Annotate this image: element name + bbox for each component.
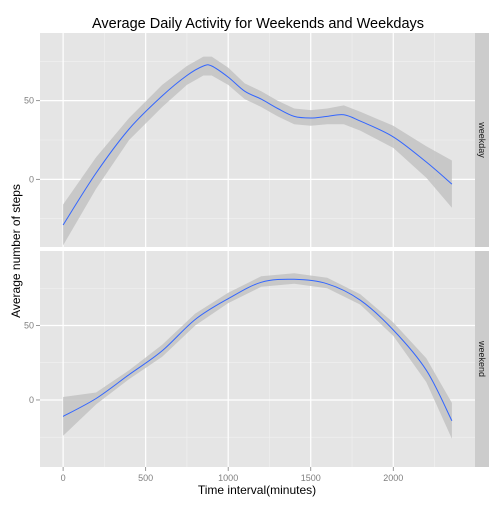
x-tick-label: 0 — [61, 473, 66, 483]
x-tick-label: 1500 — [301, 473, 321, 483]
y-tick-label: 0 — [29, 395, 34, 405]
x-tick-label: 2000 — [383, 473, 403, 483]
y-axis-title: Average number of steps — [9, 184, 23, 318]
x-axis-title: Time interval(minutes) — [198, 483, 316, 497]
facet-panel-weekday: 0 50 weekday — [24, 33, 489, 247]
y-tick-label: 50 — [24, 320, 34, 330]
y-tick-label: 50 — [24, 96, 34, 106]
facet-strip — [475, 33, 489, 247]
series-line-weekend — [62, 278, 453, 422]
confidence-band-weekday — [63, 56, 452, 246]
series-line-weekday — [62, 64, 453, 226]
x-tick-label: 1000 — [218, 473, 238, 483]
facet-panels: 0 50 weekday 0 50 weekend 0 500 1000 1500 2000 — [24, 33, 489, 483]
chart-title: Average Daily Activity for Weekends and … — [92, 16, 424, 32]
facet-strip-label-weekday: weekday — [477, 121, 487, 158]
facet-strip — [475, 251, 489, 467]
facet-panel-weekend: 0 50 weekend — [24, 251, 489, 467]
facet-strip-label-weekend: weekend — [477, 340, 487, 377]
y-tick-label: 0 — [29, 174, 34, 184]
x-tick-label: 500 — [138, 473, 153, 483]
